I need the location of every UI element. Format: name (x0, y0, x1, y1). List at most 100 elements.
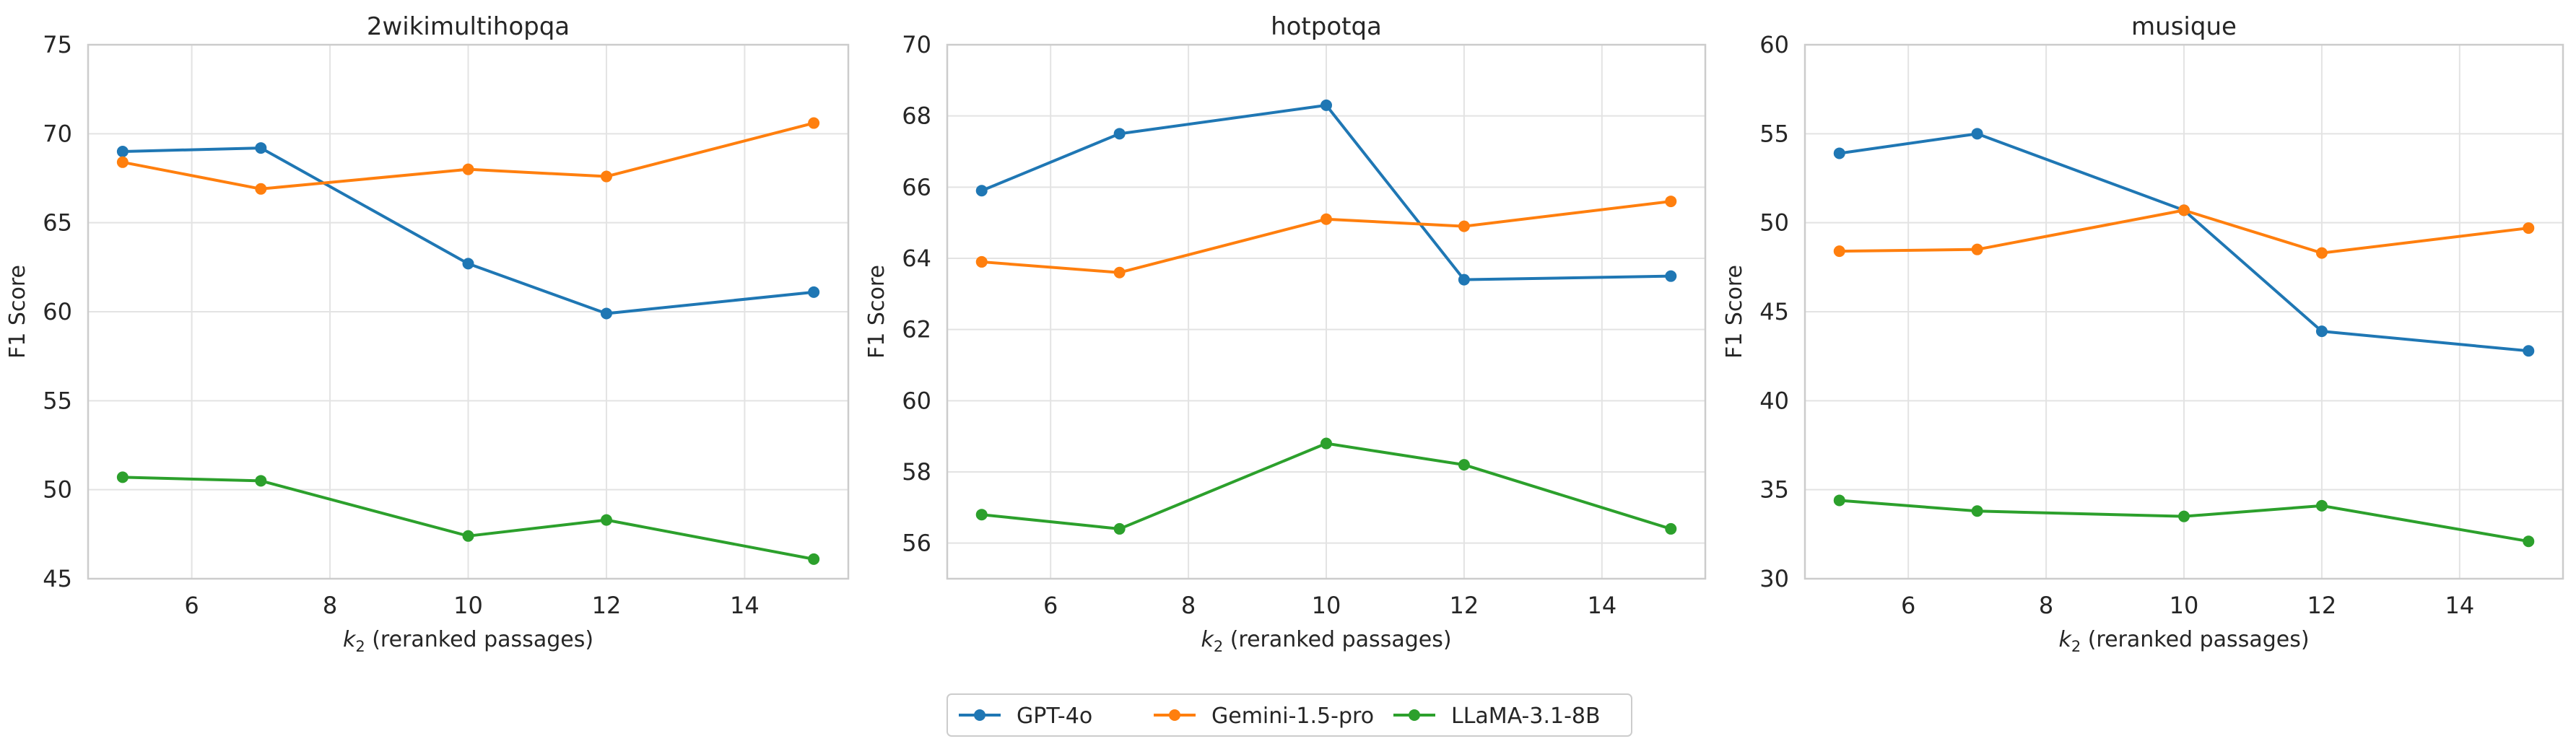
legend-marker (1169, 709, 1180, 721)
data-point (2523, 345, 2535, 357)
y-tick-label: 56 (902, 530, 931, 557)
data-point (462, 163, 474, 175)
data-point (808, 117, 820, 129)
data-point (1458, 273, 1470, 286)
y-tick-label: 45 (43, 565, 72, 592)
data-point (255, 142, 267, 154)
data-point (116, 471, 129, 483)
data-point (462, 530, 474, 542)
x-tick-label: 8 (323, 592, 337, 619)
x-axis-label: k2 (reranked passages) (1201, 627, 1451, 655)
x-tick-label: 10 (1312, 592, 1341, 619)
y-tick-label: 45 (1759, 298, 1789, 325)
data-point (808, 286, 820, 298)
legend-item-2: Gemini-1.5-pro (1154, 704, 1374, 729)
y-tick-label: 60 (902, 387, 931, 414)
data-point (2178, 510, 2190, 522)
plot-frame (946, 43, 1707, 580)
chart-panel-1: 45 50 55 60 65 70 75 6 8 10 12 14 2wikimultihopqa k2 … (5, 12, 850, 655)
x-tick-label: 12 (592, 592, 622, 619)
data-point (2523, 535, 2535, 548)
chart-panel-3: 30 35 40 45 50 55 60 6 8 10 12 14 musique k2 (reranke… (1722, 12, 2564, 655)
data-point (1971, 505, 1983, 517)
data-point (1971, 243, 1983, 255)
y-axis-label: F1 Score (5, 265, 30, 359)
data-point (808, 553, 820, 565)
data-point (1320, 437, 1332, 450)
data-point (1113, 128, 1126, 140)
y-tick-label: 60 (1759, 31, 1789, 58)
series-Gemini-1.5-pro (975, 196, 1677, 279)
data-point (975, 509, 988, 521)
data-point (1458, 459, 1470, 471)
data-point (2315, 247, 2328, 259)
data-point (2315, 499, 2328, 512)
legend-box (947, 693, 1632, 737)
data-point (1665, 522, 1677, 535)
x-tick-label: 8 (2039, 592, 2053, 619)
chart-title: hotpotqa (1271, 12, 1382, 41)
x-tick-label: 14 (1587, 592, 1616, 619)
y-tick-label: 35 (1759, 476, 1789, 504)
y-tick-label: 65 (43, 209, 72, 237)
y-tick-label: 66 (902, 173, 931, 201)
x-tick-label: 12 (2307, 592, 2337, 619)
plot-frame (87, 43, 850, 580)
series-GPT-4o (116, 142, 820, 320)
legend-item-1: GPT-4o (959, 704, 1092, 729)
y-tick-label: 68 (902, 102, 931, 130)
y-tick-label: 55 (43, 387, 72, 414)
y-tick-label: 50 (43, 476, 72, 504)
data-point (1665, 270, 1677, 282)
y-tick-label: 62 (902, 316, 931, 343)
legend-label: GPT-4o (1017, 704, 1092, 729)
legend-marker (974, 709, 985, 721)
data-point (600, 170, 612, 183)
data-point (1833, 245, 1845, 258)
x-tick-label: 10 (2170, 592, 2199, 619)
legend-label: LLaMA-3.1-8B (1451, 704, 1601, 729)
data-point (116, 146, 129, 157)
data-point (1665, 196, 1677, 208)
legend-marker (1409, 709, 1420, 721)
data-point (1833, 147, 1845, 159)
y-tick-label: 55 (1759, 120, 1789, 147)
x-tick-label: 6 (1901, 592, 1915, 619)
x-tick-label: 6 (184, 592, 199, 619)
data-point (975, 255, 988, 268)
x-tick-label: 10 (453, 592, 483, 619)
x-tick-label: 12 (1450, 592, 1479, 619)
y-axis-label: F1 Score (1722, 265, 1747, 359)
x-axis-label: k2 (reranked passages) (343, 627, 593, 655)
data-point (975, 185, 988, 197)
x-axis-label: k2 (reranked passages) (2058, 627, 2309, 655)
legend-item-3: LLaMA-3.1-8B (1393, 704, 1601, 729)
data-point (2315, 325, 2328, 338)
y-axis-label: F1 Score (864, 265, 889, 359)
chart-title: 2wikimultihopqa (367, 12, 570, 41)
plot-frame (1803, 43, 2564, 580)
y-tick-label: 30 (1759, 565, 1789, 592)
data-point (116, 156, 129, 168)
x-tick-label: 8 (1181, 592, 1196, 619)
series-LLaMA-3.1-8B (975, 437, 1677, 535)
data-point (1320, 213, 1332, 225)
data-point (1320, 99, 1332, 111)
series-LLaMA-3.1-8B (1833, 494, 2535, 548)
data-point (1113, 266, 1126, 279)
y-tick-label: 50 (1759, 209, 1789, 237)
x-tick-label: 14 (2445, 592, 2474, 619)
series-Gemini-1.5-pro (1833, 204, 2535, 259)
x-tick-label: 14 (730, 592, 760, 619)
data-point (600, 307, 612, 320)
y-tick-label: 70 (902, 31, 931, 58)
series-Gemini-1.5-pro (116, 117, 820, 195)
x-tick-label: 6 (1043, 592, 1058, 619)
data-point (255, 183, 267, 195)
y-tick-label: 40 (1759, 387, 1789, 414)
y-tick-label: 75 (43, 31, 72, 58)
legend-label: Gemini-1.5-pro (1211, 704, 1374, 729)
data-point (1113, 522, 1126, 535)
